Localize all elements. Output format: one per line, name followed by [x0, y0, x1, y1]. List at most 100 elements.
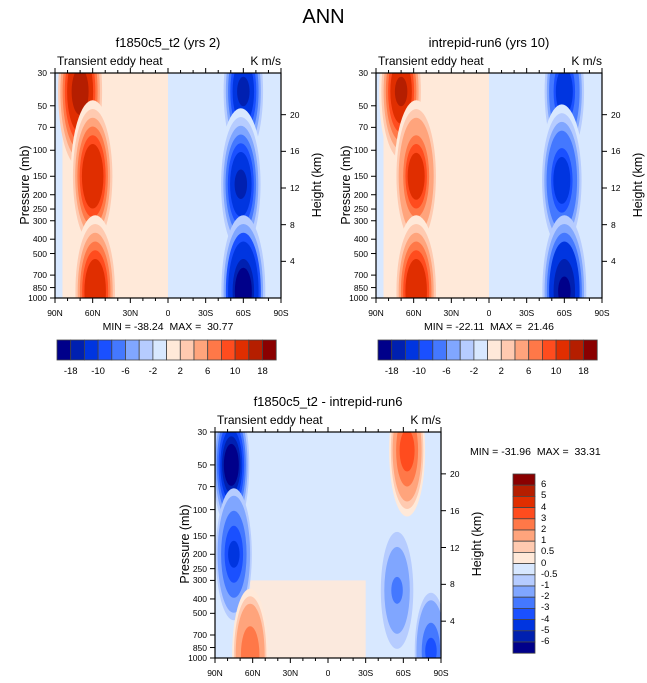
y-tick-label: 250	[353, 204, 368, 215]
y-tick-label: 250	[192, 563, 207, 574]
y-right-tick-label: 20	[290, 109, 300, 120]
y-tick-label: 70	[197, 481, 207, 492]
y-tick-label: 70	[37, 122, 47, 133]
contour-band	[425, 637, 437, 658]
y-tick-label: 850	[32, 282, 47, 293]
contour-band	[228, 540, 240, 568]
contour-band	[407, 152, 425, 200]
x-tick-label: 60S	[395, 668, 411, 678]
y-right-tick-label: 4	[611, 256, 616, 267]
contour-band	[390, 73, 412, 124]
colorbar-box	[432, 339, 447, 361]
plot-frame	[375, 72, 603, 299]
contour-band	[75, 117, 111, 235]
contour-band	[237, 76, 250, 107]
colorbar-label: -1	[541, 580, 550, 591]
colorbar-box	[512, 507, 536, 520]
colorbar-box	[512, 518, 536, 531]
y-right-tick-label: 16	[611, 146, 621, 157]
contour-band	[244, 641, 256, 658]
contour-band	[553, 73, 576, 124]
contour-band	[217, 495, 251, 613]
y-tick-label: 70	[358, 122, 368, 133]
contour-band	[539, 104, 584, 257]
colorbar-box	[125, 339, 140, 361]
y-right-tick-label: 16	[450, 505, 460, 516]
x-tick-label: 90N	[207, 668, 223, 678]
colorbar-label: 0.5	[541, 546, 555, 558]
contour-band	[72, 109, 113, 244]
x-tick-label: 30N	[282, 668, 299, 678]
subtitle-right-top-right: K m/s	[571, 54, 602, 68]
contour-band	[216, 432, 246, 516]
y-axis-title: Pressure (mb)	[339, 144, 353, 225]
contour-band	[73, 215, 118, 298]
x-tick-label: 0	[486, 308, 492, 318]
colorbar-label: 18	[578, 366, 589, 377]
contour-band	[394, 76, 408, 107]
x-tick-label: 90N	[47, 308, 63, 318]
subtitle-left-top-left: Transient eddy heat	[57, 54, 163, 68]
contour-band	[69, 73, 91, 124]
contour-band	[542, 215, 587, 298]
x-tick-label: 30N	[443, 308, 460, 318]
colorbar-box	[459, 339, 475, 361]
contour-band	[555, 165, 569, 196]
colorbar-box	[234, 339, 250, 361]
colorbar-box	[207, 339, 222, 361]
field-positive-band	[62, 73, 168, 298]
y-tick-label: 1000	[349, 293, 368, 303]
colorbar-box	[377, 339, 393, 361]
contour-band	[409, 276, 423, 298]
colorbar-box	[512, 484, 536, 497]
contour-band	[79, 135, 106, 218]
colorbar-box	[512, 529, 536, 542]
colorbar-label: 2	[498, 366, 504, 377]
y-axis-title-right: Height (km)	[470, 511, 484, 577]
contour-band	[225, 134, 257, 235]
contour-band	[396, 224, 436, 298]
panel-title-top-left: f1850c5_t2 (yrs 2)	[115, 35, 221, 50]
y-tick-label: 30	[37, 68, 47, 78]
y-tick-label: 150	[353, 171, 368, 182]
colorbar-label: -3	[541, 602, 550, 614]
contour-band	[551, 250, 578, 298]
contour-band	[219, 503, 249, 606]
contour-band	[227, 143, 254, 226]
contour-band	[558, 76, 571, 107]
contour-band	[546, 73, 582, 150]
colorbar-label: 10	[229, 366, 241, 377]
y-tick-label: 700	[192, 630, 207, 640]
y-tick-label: 200	[192, 549, 207, 560]
contour-band	[544, 224, 585, 298]
contour-band	[423, 630, 439, 658]
colorbar-label: 2	[177, 366, 183, 377]
contour-band	[223, 224, 264, 298]
colorbar-box	[512, 608, 536, 621]
panel-title-top-right: intrepid-run6 (yrs 10)	[428, 35, 550, 50]
contour-band	[225, 451, 238, 479]
colorbar-box	[583, 339, 598, 361]
colorbar-box	[418, 339, 434, 361]
contour-band	[391, 576, 403, 604]
contour-band	[399, 432, 415, 472]
y-right-tick-label: 20	[450, 468, 460, 479]
colorbar-label: 2	[541, 524, 547, 535]
contour-band	[389, 569, 405, 612]
contour-band	[226, 533, 242, 576]
y-axis-title-right: Height (km)	[310, 152, 324, 217]
colorbar-box	[56, 339, 72, 361]
colorbar-label: -10	[412, 366, 426, 377]
contour-band	[396, 109, 436, 244]
contour-band	[234, 73, 252, 115]
y-tick-label: 500	[192, 608, 207, 619]
y-axis-title: Pressure (mb)	[178, 504, 192, 584]
contour-band	[223, 125, 259, 243]
contour-band	[387, 561, 407, 619]
colorbar-box	[512, 596, 536, 609]
contour-band	[221, 117, 261, 252]
y-tick-label: 250	[32, 204, 47, 215]
contour-band	[82, 250, 109, 298]
